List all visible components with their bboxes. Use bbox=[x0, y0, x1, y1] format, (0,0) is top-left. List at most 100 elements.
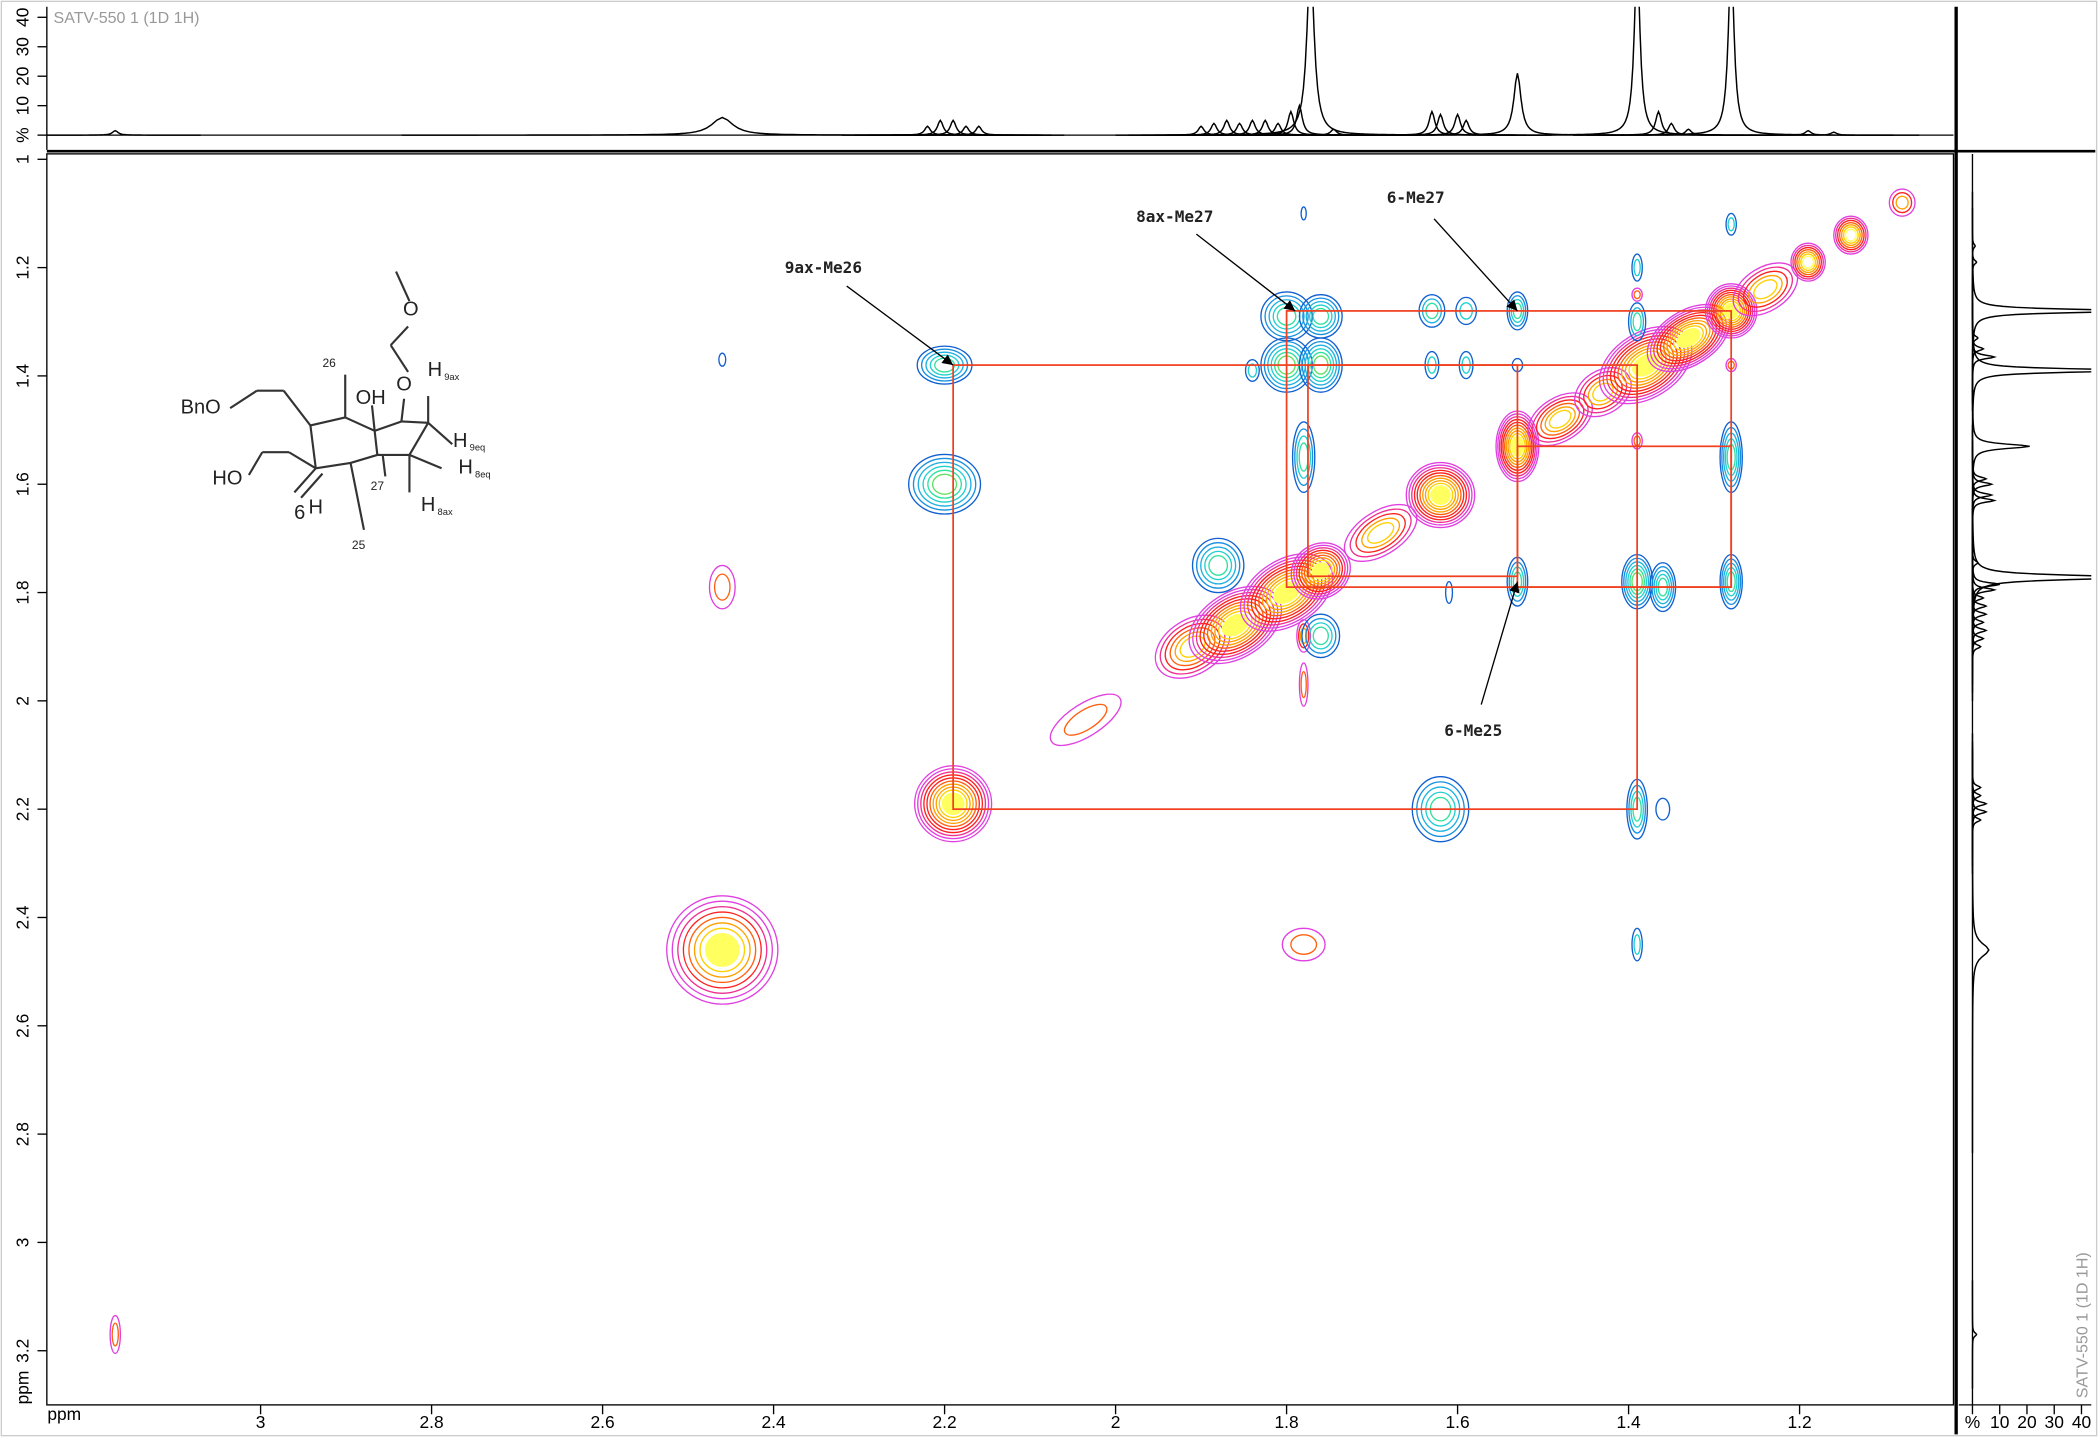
contour bbox=[1405, 461, 1476, 529]
bond bbox=[389, 344, 410, 373]
contour bbox=[1422, 477, 1459, 513]
spectrum-peak bbox=[1971, 316, 2092, 425]
contour bbox=[1842, 226, 1859, 244]
y-axis-label: ppm bbox=[13, 1371, 33, 1405]
contour bbox=[1301, 552, 1341, 590]
contour bbox=[1355, 513, 1406, 553]
contour bbox=[1753, 279, 1778, 300]
contour bbox=[1221, 613, 1249, 637]
spectrum-peak bbox=[1971, 757, 1988, 867]
contour bbox=[1195, 542, 1241, 589]
structure-label: O bbox=[403, 299, 419, 321]
top-y-tick-label: % bbox=[13, 127, 33, 142]
contour bbox=[1627, 302, 1647, 342]
contour bbox=[1794, 246, 1822, 278]
contour bbox=[1302, 297, 1340, 336]
contour bbox=[1290, 934, 1318, 955]
contour bbox=[1430, 485, 1451, 505]
structure-label: H bbox=[421, 494, 435, 516]
contour bbox=[708, 564, 736, 610]
y-tick-label: 2 bbox=[13, 696, 33, 706]
bond bbox=[310, 416, 346, 427]
contour bbox=[1298, 623, 1310, 649]
contour bbox=[1303, 554, 1338, 588]
contour bbox=[1296, 618, 1312, 653]
correlation-box bbox=[1516, 445, 1733, 588]
contour bbox=[1888, 188, 1916, 217]
bond bbox=[395, 271, 411, 302]
contour bbox=[1748, 274, 1783, 304]
plot-frame bbox=[46, 153, 1955, 1406]
right-x-tick-label: 20 bbox=[2017, 1412, 2036, 1432]
bond bbox=[315, 461, 351, 470]
structure-label: H bbox=[309, 497, 323, 519]
x-tick-label: 2.8 bbox=[420, 1412, 444, 1432]
spectrum-peak bbox=[1971, 378, 2030, 515]
contour bbox=[1676, 327, 1701, 349]
contour bbox=[1633, 258, 1641, 277]
structure-sub: 8ax bbox=[438, 507, 453, 517]
structure-label: BnO bbox=[181, 396, 221, 418]
bond bbox=[350, 453, 378, 464]
contour bbox=[1672, 325, 1704, 351]
right-projection bbox=[1971, 153, 2092, 1405]
right-x-tick-label: 10 bbox=[1990, 1412, 2009, 1432]
structure-sub: 9eq bbox=[470, 443, 486, 453]
title: SATV-550 1 (1D 1H) bbox=[54, 9, 200, 27]
contour bbox=[1838, 221, 1863, 249]
contour bbox=[1200, 546, 1237, 585]
contour bbox=[1306, 557, 1336, 585]
contour bbox=[1300, 670, 1307, 699]
bond bbox=[401, 420, 429, 424]
spectrum-peak bbox=[1154, 122, 1326, 136]
annotation-arrow bbox=[1433, 218, 1518, 312]
x-tick-label: 2.2 bbox=[933, 1412, 957, 1432]
structure-sub: 8eq bbox=[475, 469, 491, 479]
contour bbox=[1174, 631, 1211, 663]
contour bbox=[1535, 399, 1585, 440]
contour bbox=[1624, 347, 1667, 383]
contour bbox=[1063, 703, 1108, 736]
contour bbox=[1833, 215, 1869, 255]
annotation: 6-Me27 bbox=[1387, 188, 1445, 207]
contour bbox=[1343, 503, 1418, 562]
structure-label: H bbox=[428, 359, 442, 381]
contour bbox=[1291, 421, 1316, 494]
spectrum-peak bbox=[1645, 6, 1817, 136]
structure-label: H bbox=[458, 457, 472, 479]
contour bbox=[1294, 428, 1314, 486]
contour bbox=[1295, 547, 1346, 595]
y-tick-label: 3 bbox=[13, 1238, 33, 1248]
structure-label: 26 bbox=[322, 356, 336, 370]
contour bbox=[704, 933, 740, 967]
structure-label: HO bbox=[212, 467, 242, 489]
bond bbox=[409, 453, 442, 470]
contour bbox=[1308, 622, 1333, 650]
contour bbox=[699, 927, 746, 973]
contour bbox=[1792, 244, 1824, 280]
x-tick-label: 1.6 bbox=[1446, 1412, 1470, 1432]
contour bbox=[1411, 467, 1470, 524]
contour bbox=[1631, 253, 1643, 282]
y-tick-label: 1.8 bbox=[13, 580, 33, 604]
spectrum-peak bbox=[1971, 256, 2092, 366]
contour bbox=[908, 453, 982, 515]
contour bbox=[1592, 382, 1614, 402]
contour bbox=[1540, 402, 1581, 436]
contour bbox=[718, 352, 727, 367]
bond bbox=[427, 422, 453, 446]
right-x-tick-label: 40 bbox=[2072, 1412, 2091, 1432]
spectrum-peak bbox=[1551, 6, 1723, 136]
contour bbox=[671, 900, 773, 1000]
bond bbox=[370, 405, 376, 431]
contour bbox=[1844, 228, 1857, 242]
contour bbox=[934, 357, 956, 373]
bond bbox=[408, 422, 430, 456]
contour bbox=[922, 465, 967, 503]
contour bbox=[1296, 435, 1312, 479]
annotation: 9ax-Me26 bbox=[785, 258, 862, 277]
annotation-arrow bbox=[1195, 233, 1296, 312]
contour bbox=[1208, 555, 1229, 576]
